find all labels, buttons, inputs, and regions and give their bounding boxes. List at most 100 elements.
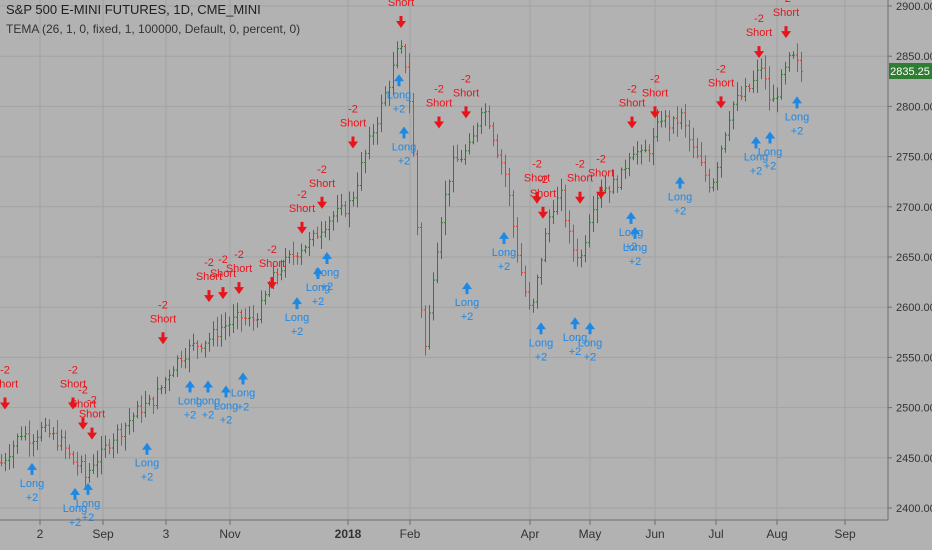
long-signal: Long +2 (758, 131, 782, 173)
short-arrow-icon (317, 196, 327, 209)
long-label: Long (135, 458, 159, 470)
long-qty: +2 (184, 409, 197, 421)
long-signal: Long +2 (135, 442, 159, 484)
long-qty: +2 (584, 351, 597, 363)
long-arrow-icon (751, 136, 761, 149)
short-arrow-icon (461, 106, 471, 119)
plot-background (0, 0, 888, 520)
long-arrow-icon (70, 487, 80, 500)
long-arrow-icon (792, 96, 802, 109)
long-signal: Long +2 (387, 74, 411, 115)
long-label: Long (392, 141, 416, 153)
long-signal: Long +2 (744, 136, 768, 178)
long-label: Long (315, 267, 339, 279)
time-tick-label: May (579, 527, 602, 541)
short-qty: -2 (461, 73, 471, 85)
time-tick-label: Jun (645, 527, 664, 541)
short-arrow-icon (532, 191, 542, 204)
short-qty: -2 (297, 189, 307, 201)
short-label: Short (150, 313, 176, 325)
time-tick-label: 2018 (335, 527, 362, 541)
symbol-title[interactable]: S&P 500 E-MINI FUTURES, 1D, CME_MINI (6, 2, 261, 17)
price-tick-label: 2450.00 (896, 453, 932, 465)
short-label: Short (642, 87, 668, 99)
long-arrow-icon (185, 380, 195, 393)
long-qty: +2 (202, 409, 215, 421)
long-signal: Long +2 (492, 231, 516, 273)
short-arrow-icon (650, 106, 660, 119)
time-tick-label: Aug (766, 527, 787, 541)
short-arrow-icon (68, 397, 78, 410)
time-tick-label: Nov (219, 527, 240, 541)
short-label: Short (0, 379, 18, 391)
long-arrow-icon (394, 74, 404, 87)
long-qty: +2 (321, 281, 334, 293)
short-label: Short (773, 7, 799, 19)
long-qty: +2 (26, 492, 39, 504)
short-qty: -2 (204, 257, 214, 269)
short-label: Short (226, 263, 252, 275)
short-qty: -2 (596, 154, 606, 166)
short-arrow-icon (218, 287, 228, 300)
short-label: Short (309, 178, 335, 190)
short-arrow-icon (434, 116, 444, 129)
short-qty: -2 (538, 174, 548, 186)
short-qty: -2 (218, 254, 228, 266)
short-qty: -2 (158, 299, 168, 311)
long-label: Long (285, 312, 309, 324)
long-qty: +2 (69, 517, 82, 529)
long-label: Long (563, 332, 587, 344)
short-arrow-icon (267, 277, 277, 290)
price-tick-label: 2850.00 (896, 51, 932, 63)
long-arrow-icon (399, 126, 409, 139)
short-arrow-icon (158, 332, 168, 345)
short-label: Short (619, 97, 645, 109)
short-arrow-icon (754, 46, 764, 59)
long-signal: Long +2 (785, 96, 809, 137)
short-arrow-icon (575, 191, 585, 204)
long-signal: Long +2 (315, 251, 339, 293)
long-signal: Long +2 (306, 267, 330, 308)
price-axis[interactable]: 2400.00 2450.00 2500.00 2550.00 2600.00 2650.… (888, 1, 932, 515)
price-tick-label: 2550.00 (896, 352, 932, 364)
short-label: Short (70, 399, 96, 411)
short-qty: -2 (781, 0, 791, 5)
long-arrow-icon (221, 385, 231, 398)
short-label: Short (426, 97, 452, 109)
long-qty: +2 (498, 261, 511, 273)
long-arrow-icon (570, 317, 580, 330)
short-qty: -2 (0, 365, 10, 377)
long-label: Long (758, 147, 782, 159)
long-signal: Long +2 (455, 282, 479, 323)
study-legend[interactable]: TEMA (26, 1, 0, fixed, 1, 100000, Defaul… (6, 22, 301, 36)
long-arrow-icon (292, 297, 302, 310)
short-qty: -2 (78, 385, 88, 397)
long-arrow-icon (322, 251, 332, 264)
long-label: Long (492, 247, 516, 259)
long-qty: +2 (750, 166, 763, 178)
long-signal: Long +2 (76, 482, 100, 524)
price-tick-label: 2900.00 (896, 1, 932, 13)
long-qty: +2 (82, 512, 95, 524)
long-label: Long (529, 337, 553, 349)
long-label: Long (668, 192, 692, 204)
long-label: Long (178, 395, 202, 407)
long-arrow-icon (499, 231, 509, 244)
long-signal: Long +2 (578, 322, 602, 363)
long-signal: Long +2 (285, 297, 309, 338)
last-price-label: 2835.25 (890, 66, 930, 78)
long-arrow-icon (765, 131, 775, 144)
time-axis[interactable]: 2 Sep 3 Nov 2018 Feb Apr May Jun Jul Aug Sep (37, 520, 856, 541)
